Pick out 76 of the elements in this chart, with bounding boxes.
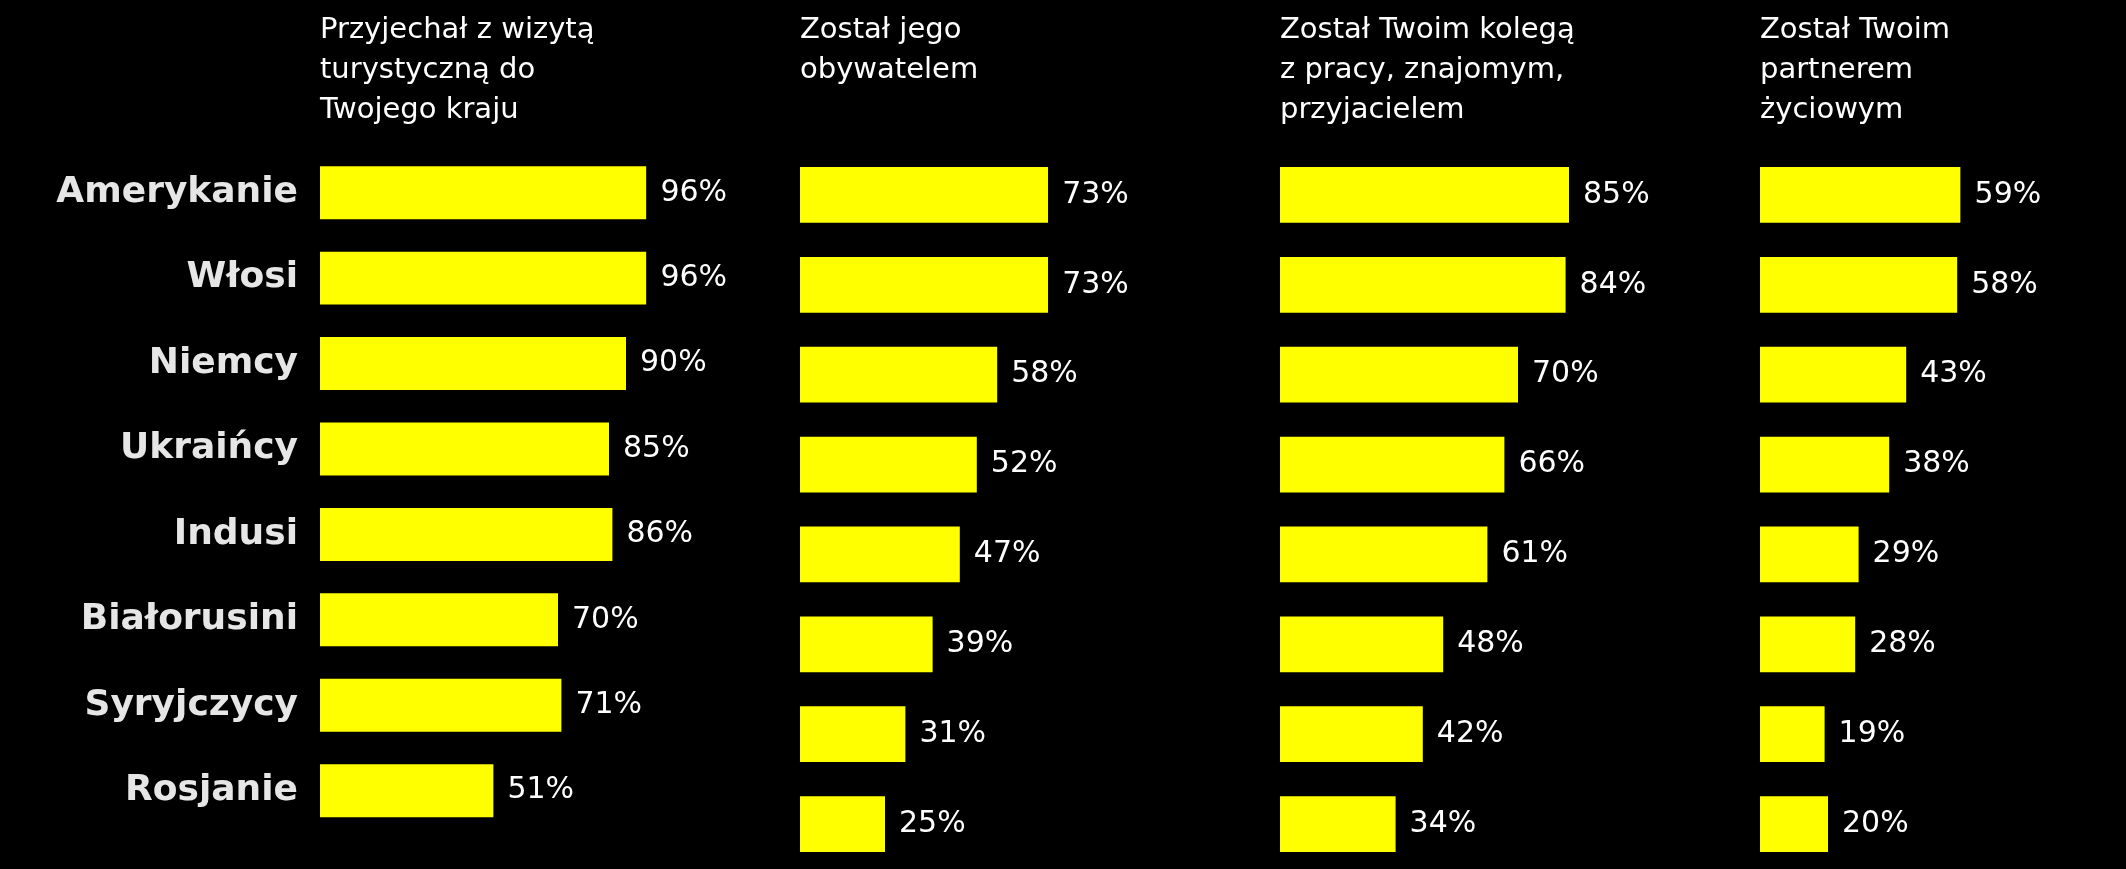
y-tick-label: Amerykanie — [56, 169, 298, 211]
data-label: 31% — [919, 713, 987, 749]
data-label: 48% — [1457, 624, 1524, 660]
y-tick-label: Ukraińcy — [120, 425, 298, 467]
bar — [800, 436, 977, 493]
bar — [1280, 616, 1444, 673]
data-label: 70% — [572, 599, 639, 635]
bar — [1280, 706, 1423, 763]
chart-title: Przyjechał z wizytą turystyczną do Twojego kraju — [320, 10, 596, 127]
y-tick-label: Włosi — [186, 254, 298, 296]
data-label: 86% — [626, 514, 694, 550]
bar — [1280, 796, 1396, 852]
data-label: 85% — [623, 428, 690, 464]
data-label: 61% — [1501, 534, 1569, 570]
bar — [320, 764, 494, 818]
bar — [320, 251, 647, 305]
bar — [1280, 436, 1505, 493]
bar — [1760, 436, 1890, 493]
bar — [1280, 167, 1569, 223]
bar — [1280, 526, 1488, 583]
data-label: 25% — [899, 803, 966, 839]
bar — [320, 678, 562, 732]
data-label: 51% — [507, 770, 575, 806]
bar — [1280, 346, 1518, 403]
data-label: 58% — [1011, 354, 1078, 390]
y-tick-label: Niemcy — [148, 339, 298, 381]
data-label: 71% — [575, 685, 643, 721]
data-label: 59% — [1974, 174, 2042, 210]
data-label: 58% — [1971, 264, 2038, 300]
data-label: 84% — [1579, 264, 1647, 300]
chart-title: Został Twoim kolegą z pracy, znajomym, przyjacielem — [1280, 10, 1576, 127]
bar — [320, 593, 558, 647]
bar — [800, 706, 906, 763]
bar — [1760, 796, 1828, 852]
data-label: 73% — [1062, 174, 1129, 210]
bar — [320, 337, 626, 391]
data-label: 38% — [1903, 444, 1970, 480]
data-label: 85% — [1583, 174, 1650, 210]
y-tick-label: Syryjczycy — [84, 681, 298, 723]
data-label: 90% — [640, 343, 707, 379]
bar — [800, 616, 933, 673]
data-label: 73% — [1062, 264, 1129, 300]
bar — [1760, 706, 1825, 763]
y-tick-label: Indusi — [173, 510, 298, 552]
data-label: 29% — [1872, 534, 1940, 570]
bar — [1760, 256, 1958, 313]
data-label: 42% — [1436, 713, 1504, 749]
data-label: 96% — [660, 257, 728, 293]
chart-title: Został jego obywatelem — [800, 10, 980, 87]
bar — [800, 167, 1049, 223]
chart-title: Został Twoim partnerem życiowym — [1760, 10, 1951, 127]
data-label: 43% — [1920, 354, 1987, 390]
bar — [320, 422, 609, 476]
y-tick-label: Białorusini — [80, 596, 298, 638]
data-label: 66% — [1518, 444, 1586, 480]
bar — [800, 796, 885, 852]
data-label: 47% — [973, 534, 1041, 570]
data-label: 19% — [1838, 713, 1906, 749]
bar — [800, 346, 998, 403]
data-label: 34% — [1409, 803, 1477, 839]
y-tick-label: Rosjanie — [125, 767, 298, 809]
bar — [320, 507, 613, 561]
bar — [320, 166, 647, 220]
bar — [1760, 616, 1856, 673]
bar — [800, 256, 1049, 313]
data-label: 52% — [990, 444, 1058, 480]
data-label: 20% — [1842, 803, 1909, 839]
data-label: 70% — [1532, 354, 1599, 390]
bar — [1280, 256, 1566, 313]
bar — [800, 526, 960, 583]
bar — [1760, 526, 1859, 583]
data-label: 28% — [1869, 624, 1936, 660]
data-label: 96% — [660, 172, 728, 208]
bar — [1760, 167, 1961, 223]
data-label: 39% — [946, 624, 1014, 660]
bar — [1760, 346, 1907, 403]
